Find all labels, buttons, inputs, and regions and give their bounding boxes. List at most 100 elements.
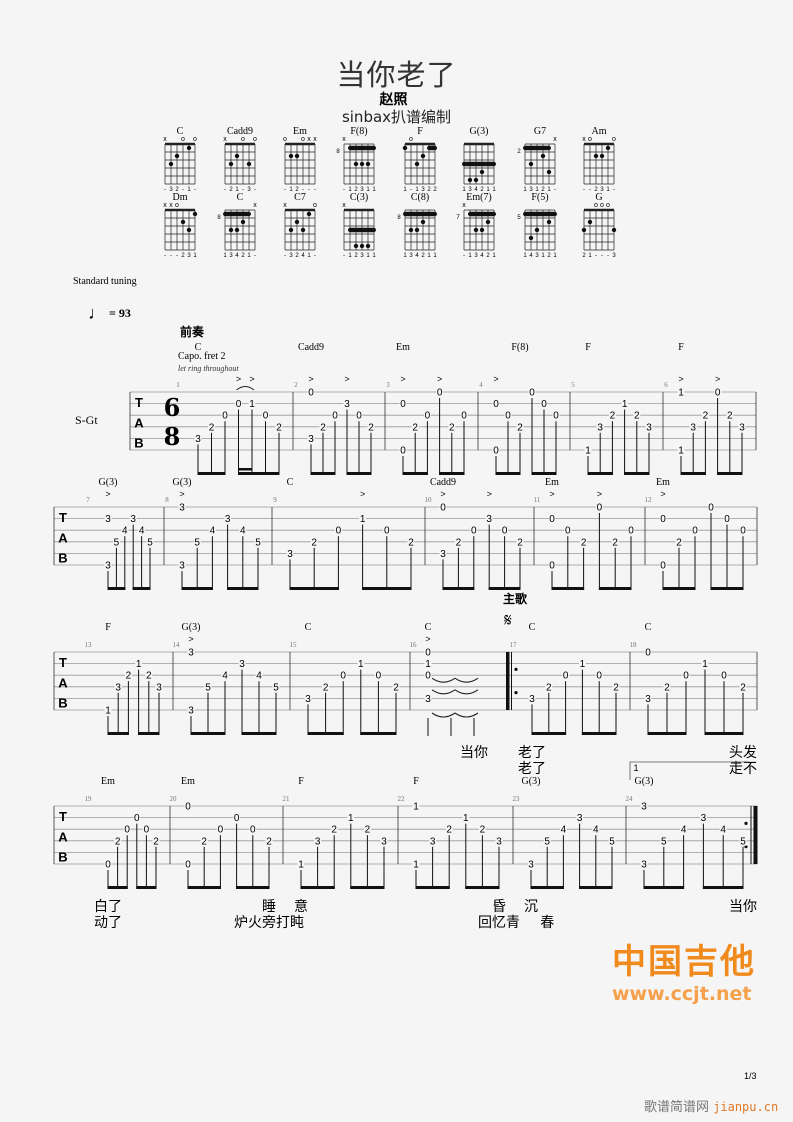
tab-clef-letter: A (58, 675, 68, 690)
chord-label: C (529, 622, 536, 633)
chord-barre (523, 211, 557, 217)
chord-label: Em (181, 776, 195, 787)
measure: 9 C >3 2 0 1 0 2 (271, 477, 415, 590)
chord-dot (192, 211, 198, 217)
chord-finger: - (601, 253, 603, 259)
repeat-dot (514, 667, 518, 672)
fret-number-bg (359, 513, 367, 524)
fret-number: 0 (596, 671, 602, 682)
chord-finger: 2 (421, 253, 425, 259)
chord-finger: 1 (606, 187, 610, 193)
fret-number: 0 (683, 671, 689, 682)
measure-number: 12 (645, 496, 653, 504)
chord-finger: 1 (588, 253, 592, 259)
fret-number-bg (374, 670, 382, 681)
fret-number-bg (310, 536, 318, 547)
chord-dot (174, 153, 180, 159)
fret-number-bg (235, 398, 242, 409)
measure-number: 22 (398, 795, 406, 803)
fret-number-bg (193, 536, 201, 547)
accent-mark: > (400, 374, 405, 384)
chord-string-mark: x (313, 136, 317, 143)
fret-number-bg (640, 859, 648, 869)
chord-diagram-name: Em (293, 126, 307, 137)
lyric: 当你 (460, 745, 488, 761)
fret-number: 0 (437, 388, 443, 399)
fret-number: 3 (188, 648, 194, 659)
fret-number-bg (322, 681, 330, 692)
fret-number: 3 (425, 694, 431, 705)
fret-number: 3 (105, 561, 111, 572)
fret-number-bg (492, 398, 500, 409)
chord-dot (546, 169, 552, 175)
fret-number: 5 (114, 537, 120, 548)
chord-label: G(3) (635, 776, 654, 787)
fret-number: 2 (412, 422, 418, 433)
chord-finger: 3 (187, 253, 191, 259)
fret-number-bg (412, 859, 420, 869)
chord-finger: - (607, 253, 609, 259)
note-beam (415, 886, 450, 889)
note-beam (531, 732, 567, 735)
fret-number-bg (543, 835, 551, 846)
fret-number: 0 (541, 399, 547, 410)
fret-number: 1 (622, 399, 628, 410)
chord-finger: 3 (474, 253, 478, 259)
fret-number-bg (608, 410, 616, 421)
accent-mark: > (105, 489, 110, 499)
fret-number: 5 (740, 836, 746, 847)
fret-number: 3 (239, 659, 245, 670)
section-label: 前奏 (180, 324, 205, 339)
chord-finger: 2 (295, 253, 299, 259)
fret-number: 3 (440, 549, 446, 560)
fret-number-bg (621, 398, 629, 409)
fret-number: 5 (661, 836, 667, 847)
fret-number-bg (633, 410, 641, 421)
segno-icon: 𝄋 (504, 610, 512, 631)
chord-finger: 1 (547, 187, 551, 193)
chord-dot (365, 243, 371, 249)
note-beam (488, 587, 521, 590)
fret-number-bg (701, 658, 709, 669)
fret-number: 0 (628, 526, 634, 537)
chord-string-mark: o (175, 202, 179, 209)
measure-number: 18 (630, 641, 638, 649)
chord-finger: 1 (468, 253, 472, 259)
fret-number-bg (272, 681, 280, 692)
lyric: 沉 (524, 899, 538, 915)
chord-finger: 1 (523, 253, 527, 259)
fret-number-bg (424, 693, 432, 704)
fret-number-bg (478, 824, 486, 835)
fret-number: 0 (660, 561, 666, 572)
chord-finger: - (308, 187, 310, 193)
chord-finger: 1 (403, 187, 407, 193)
fret-number: 2 (449, 422, 455, 433)
fret-number: 0 (332, 411, 338, 422)
fret-number: 3 (496, 836, 502, 847)
fret-number: 3 (287, 549, 293, 560)
fret-number-bg (194, 433, 202, 444)
fret-number-bg (699, 812, 707, 823)
fret-number-bg (580, 536, 588, 547)
fret-number-bg (407, 536, 415, 547)
watermark-logo-url: www.ccjt.net (612, 983, 752, 1005)
fret-number-bg (707, 502, 715, 512)
fret-number: 0 (549, 561, 555, 572)
lyric: 老了 (518, 745, 546, 761)
fret-number-bg (142, 824, 150, 835)
chord-dot (587, 219, 593, 225)
repeat-dot (514, 691, 518, 695)
fret-number: 3 (344, 399, 350, 410)
measure-number: 8 (165, 496, 169, 504)
fret-number: 3 (690, 422, 696, 433)
fret-number: 0 (565, 526, 571, 537)
fret-number: 1 (348, 813, 354, 824)
chord-finger: 1 (486, 187, 490, 193)
measure-number: 6 (664, 381, 668, 389)
chord-string-mark: x (169, 202, 173, 209)
chord-finger: - (314, 187, 316, 193)
